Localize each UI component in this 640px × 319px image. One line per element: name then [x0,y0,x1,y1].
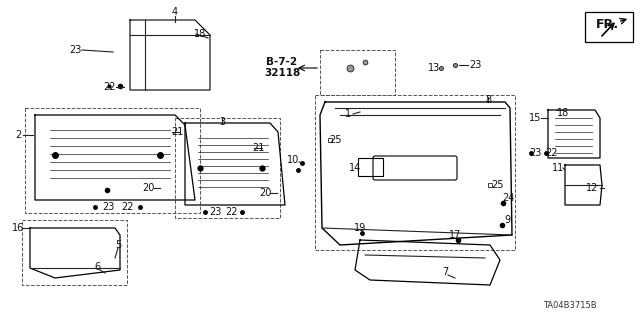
Text: 22: 22 [545,148,557,158]
Text: B-7-2: B-7-2 [266,57,298,67]
Text: 13: 13 [428,63,440,73]
Text: 3: 3 [219,117,225,127]
Text: 10: 10 [287,155,299,165]
Text: 22: 22 [122,202,134,212]
Text: 20: 20 [142,183,154,193]
Text: 25: 25 [330,135,342,145]
Text: 14: 14 [349,163,361,173]
Text: 23: 23 [529,148,541,158]
Text: 19: 19 [354,223,366,233]
Text: 5: 5 [115,240,121,250]
Text: 4: 4 [172,7,178,17]
Text: 12: 12 [586,183,598,193]
Text: 9: 9 [504,215,510,225]
Text: 8: 8 [485,95,491,105]
Text: 32118: 32118 [264,68,300,78]
Text: 7: 7 [442,267,448,277]
Text: FR.: FR. [595,18,619,31]
Text: 21: 21 [252,143,264,153]
Text: 18: 18 [557,108,569,118]
Text: 2: 2 [15,130,21,140]
Text: 24: 24 [502,193,514,203]
Text: 22: 22 [226,207,238,217]
Text: 20: 20 [259,188,271,198]
Text: 23: 23 [102,202,114,212]
Text: 23: 23 [209,207,221,217]
Text: 18: 18 [194,29,206,39]
Text: TA04B3715B: TA04B3715B [543,300,597,309]
Text: 25: 25 [491,180,503,190]
Text: 22: 22 [104,82,116,92]
Text: 16: 16 [12,223,24,233]
Text: 15: 15 [529,113,541,123]
Text: 21: 21 [171,127,183,137]
Text: 6: 6 [94,262,100,272]
Text: 23: 23 [69,45,81,55]
Text: 11: 11 [552,163,564,173]
Text: 1: 1 [345,109,351,119]
Text: 17: 17 [449,230,461,240]
Text: 23: 23 [469,60,481,70]
